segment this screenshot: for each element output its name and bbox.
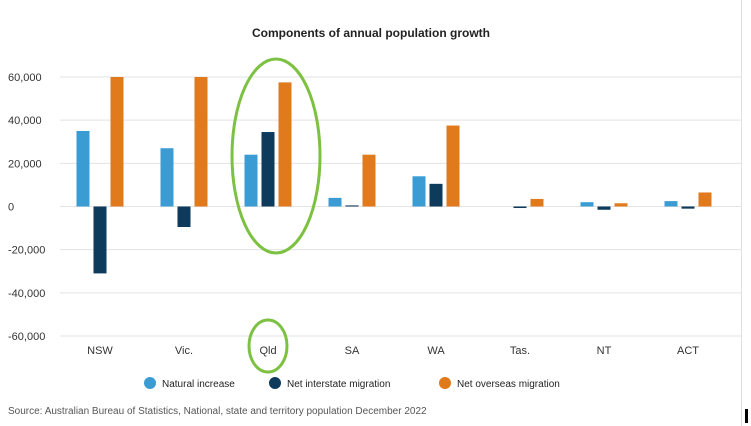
bar-qld-0 bbox=[244, 154, 258, 207]
bar-act-2 bbox=[698, 192, 712, 207]
bar-nt-1 bbox=[597, 206, 611, 210]
bar-sa-0 bbox=[328, 197, 342, 207]
bar-vic-2 bbox=[194, 77, 208, 207]
x-tick-label: Qld bbox=[259, 345, 276, 357]
bar-tas-1 bbox=[513, 206, 527, 209]
legend-label: Natural increase bbox=[162, 379, 235, 390]
edge-mark bbox=[745, 409, 748, 423]
x-tick-label: ACT bbox=[677, 345, 699, 357]
bar-wa-2 bbox=[446, 125, 460, 207]
bar-sa-2 bbox=[362, 154, 376, 207]
x-tick-label: WA bbox=[427, 345, 445, 357]
bar-tas-2 bbox=[530, 198, 544, 207]
bar-qld-2 bbox=[278, 82, 292, 207]
bar-vic-1 bbox=[177, 206, 191, 228]
bar-nsw-1 bbox=[93, 206, 107, 274]
legend-label: Net overseas migration bbox=[457, 379, 560, 390]
legend-swatch bbox=[439, 377, 451, 389]
bar-nsw-0 bbox=[76, 130, 90, 207]
x-tick-label: NT bbox=[597, 345, 612, 357]
grid-lines bbox=[60, 76, 742, 337]
x-tick-label: Vic. bbox=[175, 345, 193, 357]
bar-qld-1 bbox=[261, 132, 275, 207]
x-tick-label: NSW bbox=[87, 345, 113, 357]
y-tick-label: -20,000 bbox=[8, 245, 45, 257]
x-tick-label: SA bbox=[345, 345, 360, 357]
y-tick-label: 20,000 bbox=[8, 158, 42, 170]
legend-swatch bbox=[144, 377, 156, 389]
legend-label: Net interstate migration bbox=[287, 379, 390, 390]
y-tick-label: 40,000 bbox=[8, 115, 42, 127]
highlight-ellipse-label bbox=[247, 318, 289, 374]
bar-act-0 bbox=[664, 201, 678, 207]
bar-sa-1 bbox=[345, 205, 359, 207]
bar-wa-0 bbox=[412, 176, 426, 207]
bar-act-1 bbox=[681, 206, 695, 209]
highlight-ellipse-bars bbox=[230, 57, 322, 255]
bar-nt-0 bbox=[580, 202, 594, 207]
legend: Natural increase Net interstate migration… bbox=[144, 377, 560, 390]
y-tick-label: -60,000 bbox=[8, 331, 45, 343]
y-tick-label: 60,000 bbox=[8, 72, 42, 84]
chart-title: Components of annual population growth bbox=[252, 26, 490, 40]
legend-swatch bbox=[269, 377, 281, 389]
bar-vic-0 bbox=[160, 148, 174, 207]
y-tick-label: 0 bbox=[8, 202, 14, 214]
bar-wa-1 bbox=[429, 183, 443, 207]
x-tick-label: Tas. bbox=[510, 345, 530, 357]
x-axis-ticks: NSW Vic. Qld SA WA Tas. NT ACT bbox=[87, 345, 699, 357]
qld-highlight bbox=[230, 57, 322, 374]
bar-nt-2 bbox=[614, 203, 628, 207]
y-axis-ticks: 60,000 40,000 20,000 0 -20,000 -40,000 -60,000 bbox=[8, 72, 45, 343]
bar-nsw-2 bbox=[110, 77, 124, 207]
y-tick-label: -40,000 bbox=[8, 288, 45, 300]
bars bbox=[76, 77, 712, 274]
source-note: Source: Australian Bureau of Statistics,… bbox=[8, 406, 427, 417]
